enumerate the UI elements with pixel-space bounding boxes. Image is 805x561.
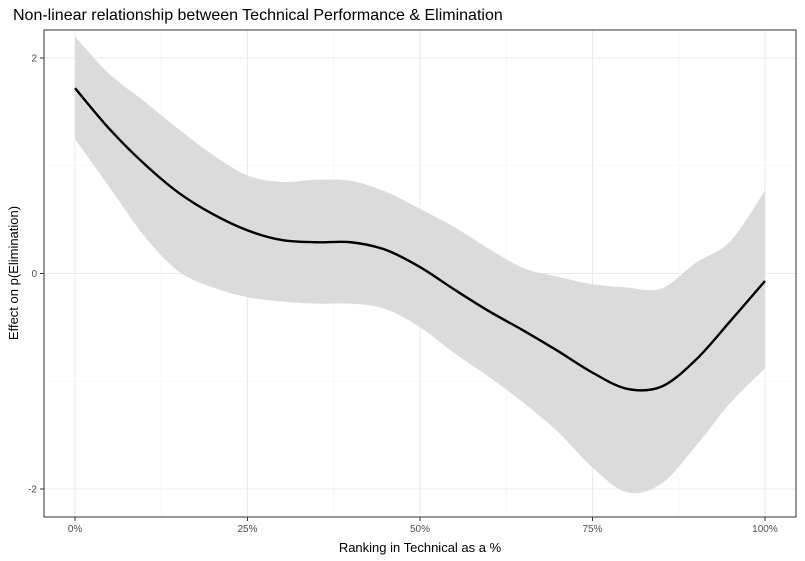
x-tick-label: 50% (410, 524, 430, 535)
x-tick-label: 75% (582, 524, 602, 535)
y-tick-label: 2 (31, 54, 37, 65)
x-axis: 0% 25% 50% 75% 100% (68, 517, 778, 535)
x-tick-label: 0% (68, 524, 83, 535)
y-tick-label: -2 (28, 484, 37, 495)
x-axis-title: Ranking in Technical as a % (339, 540, 502, 555)
x-tick-label: 25% (238, 524, 258, 535)
x-tick-label: 100% (752, 524, 778, 535)
confidence-ribbon (75, 36, 765, 494)
y-tick-label: 0 (31, 269, 37, 280)
y-axis-title: Effect on p(Elimination) (6, 206, 21, 340)
y-axis: -2 0 2 (28, 54, 44, 495)
chart-title: Non-linear relationship between Technica… (13, 7, 503, 24)
series-line (74, 87, 766, 392)
